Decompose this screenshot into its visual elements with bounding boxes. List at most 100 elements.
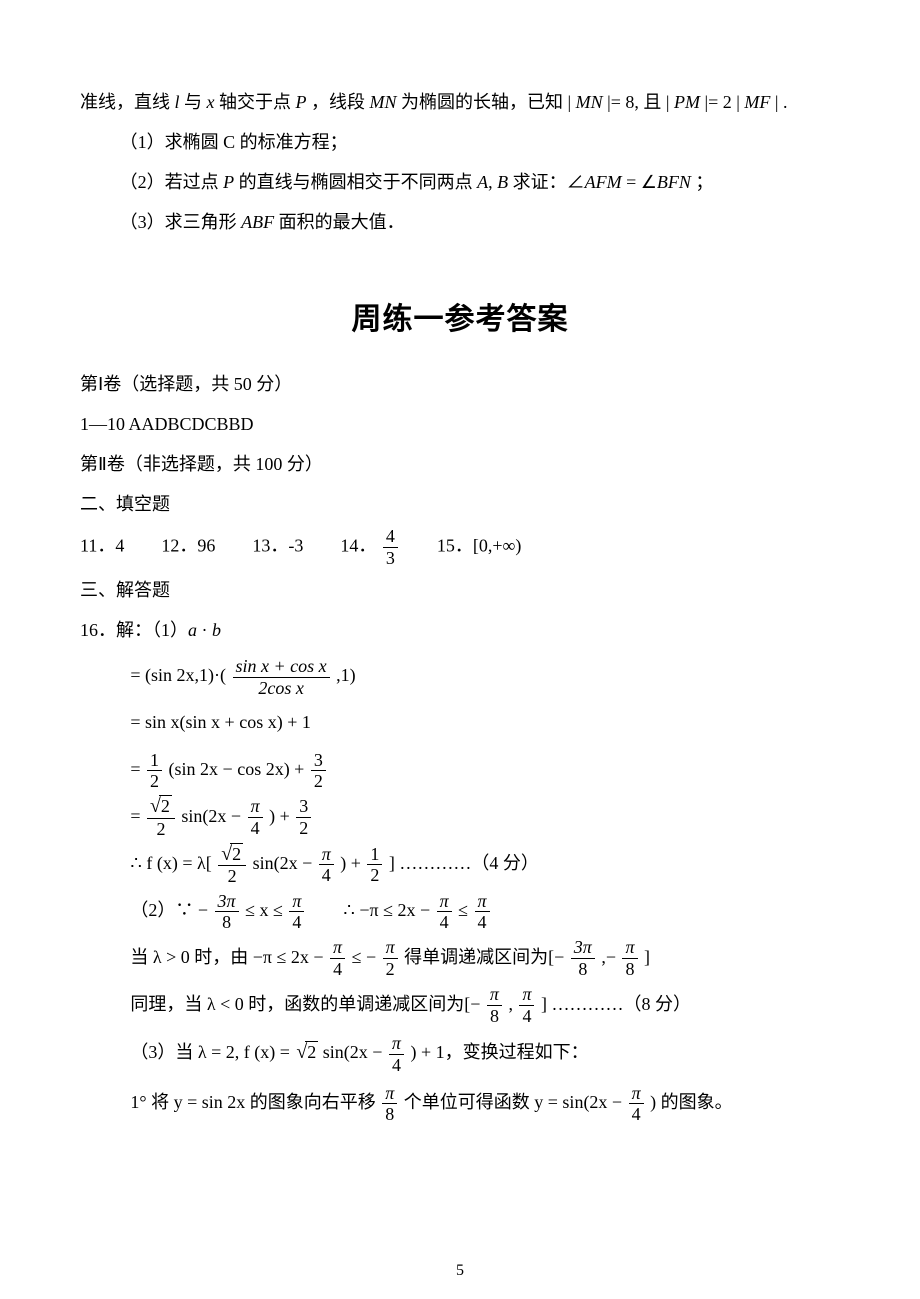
p2l-mid: ≤ − bbox=[352, 947, 381, 967]
p2-n2: π bbox=[289, 891, 304, 913]
p2n-end: ] …………（8 分） bbox=[541, 994, 691, 1014]
q16-s3-d1: 2 bbox=[147, 771, 162, 792]
page-number: 5 bbox=[0, 1255, 920, 1287]
q14-label: 14． bbox=[340, 535, 376, 555]
problem-sub2: （2）若过点 P 的直线与椭圆相交于不同两点 A, B 求证：∠AFM = ∠B… bbox=[80, 164, 840, 200]
q16-s5-n3: 1 bbox=[367, 844, 382, 866]
p2n-d2: 4 bbox=[519, 1006, 534, 1027]
q16-s5-n2: π bbox=[319, 844, 334, 866]
p2-d1: 8 bbox=[215, 912, 239, 933]
q16-s4-d2: 4 bbox=[248, 818, 263, 839]
p2l-end: ] bbox=[644, 947, 650, 967]
q16-s5-mid: sin(2x − bbox=[253, 853, 317, 873]
q16-s5-d1: 2 bbox=[218, 866, 246, 887]
p3-n: π bbox=[389, 1033, 404, 1055]
p31-d1: 8 bbox=[382, 1104, 397, 1125]
q16-step5: ∴ f (x) = λ[ √22 sin(2x − π4 ) + 12 ] ……… bbox=[80, 840, 840, 887]
q16-s1-suf: ,1) bbox=[336, 665, 356, 685]
q16-s3-n2: 3 bbox=[311, 750, 326, 772]
q16-s1-den: 2cos x bbox=[233, 678, 330, 699]
part2-header: 第Ⅱ卷（非选择题，共 100 分） bbox=[80, 446, 840, 482]
problem-sub3: （3）求三角形 ABF 面积的最大值． bbox=[80, 204, 840, 240]
q16-part3-line2: 1° 将 y = sin 2x 的图象向右平移 π8 个单位可得函数 y = s… bbox=[80, 1079, 840, 1126]
p31-pre: 1° 将 y = sin 2x 的图象向右平移 bbox=[130, 1092, 380, 1112]
p2n-n2: π bbox=[519, 984, 534, 1006]
p2l-n1: π bbox=[330, 937, 345, 959]
q16-s4-n3: 3 bbox=[296, 796, 311, 818]
p2l-n3: 3π bbox=[571, 937, 595, 959]
q12-label: 12． bbox=[161, 535, 197, 555]
problem-sub1: （1）求椭圆 C 的标准方程； bbox=[80, 124, 840, 160]
q16-head: 16．解：（1）a · b bbox=[80, 612, 840, 648]
p2l-n2: π bbox=[383, 937, 398, 959]
p2-pre: （2）∵ − bbox=[130, 900, 212, 920]
blank-answers: 11．4 12．96 13．-3 14． 43 15．[0,+∞) bbox=[80, 526, 840, 568]
p31-n1: π bbox=[382, 1083, 397, 1105]
q16-s4-mid: sin(2x − bbox=[181, 806, 245, 826]
q16-s5-end: ] …………（4 分） bbox=[389, 853, 539, 873]
p31-d2: 4 bbox=[629, 1104, 644, 1125]
q16-s3-mid: (sin 2x − cos 2x) + bbox=[169, 759, 309, 779]
q16-s1-num: sin x + cos x bbox=[233, 656, 330, 678]
q16-step1: = (sin 2x,1)·( sin x + cos x2cos x ,1) bbox=[80, 652, 840, 699]
q16-s3-pre: = bbox=[130, 759, 145, 779]
q14-frac: 43 bbox=[383, 526, 398, 568]
q16-step3: = 12 (sin 2x − cos 2x) + 32 bbox=[80, 746, 840, 793]
q13-label: 13． bbox=[252, 535, 288, 555]
p2-n3: π bbox=[437, 891, 452, 913]
p2l-d3: 8 bbox=[571, 959, 595, 980]
p2l-mid3: ,− bbox=[601, 947, 620, 967]
q13-ans: -3 bbox=[288, 535, 303, 555]
part1-header: 第Ⅰ卷（选择题，共 50 分） bbox=[80, 366, 840, 402]
p31-end: ) 的图象。 bbox=[650, 1092, 733, 1112]
p3-sqrt: 2 bbox=[305, 1041, 318, 1062]
p2n-pre: 同理，当 λ < 0 时，函数的单调递减区间为[− bbox=[130, 994, 485, 1014]
choice-answers: 1—10 AADBCDCBBD bbox=[80, 406, 840, 442]
solutions-header: 三、解答题 bbox=[80, 572, 840, 608]
p3-pre: （3）当 λ = 2, f (x) = bbox=[130, 1042, 294, 1062]
p2l-d1: 4 bbox=[330, 959, 345, 980]
p2n-mid: , bbox=[508, 994, 517, 1014]
q16-s4-n2: π bbox=[248, 796, 263, 818]
q16-part2-line3: 同理，当 λ < 0 时，函数的单调递减区间为[− π8 , π4 ] …………… bbox=[80, 981, 840, 1028]
p2l-d4: 8 bbox=[622, 959, 637, 980]
p2l-d2: 2 bbox=[383, 959, 398, 980]
q16-s4-mid2: ) + bbox=[269, 806, 294, 826]
q16-step2: = sin x(sin x + cos x) + 1 bbox=[80, 699, 840, 746]
p2l-n4: π bbox=[622, 937, 637, 959]
p3-mid: sin(2x − bbox=[323, 1042, 387, 1062]
q16-s5-sqrt: 2 bbox=[230, 843, 243, 864]
p3-d: 4 bbox=[389, 1055, 404, 1076]
q15-label: 15． bbox=[437, 535, 473, 555]
problem-intro: 准线，直线 l 与 x 轴交于点 P ，线段 MN 为椭圆的长轴，已知 | MN… bbox=[80, 84, 840, 120]
p2-d4: 4 bbox=[475, 912, 490, 933]
blanks-header: 二、填空题 bbox=[80, 486, 840, 522]
q16-s1-pre: = (sin 2x,1)·( bbox=[130, 665, 226, 685]
q16-s5-d3: 2 bbox=[367, 865, 382, 886]
answers-title: 周练一参考答案 bbox=[80, 290, 840, 350]
q16-s3-n1: 1 bbox=[147, 750, 162, 772]
p2-mid1: ≤ x ≤ bbox=[245, 900, 287, 920]
q16-s4-d1: 2 bbox=[147, 819, 175, 840]
p3-end: ) + 1，变换过程如下： bbox=[410, 1042, 588, 1062]
q12-ans: 96 bbox=[197, 535, 215, 555]
p2-n1: 3π bbox=[215, 891, 239, 913]
q16-s3-d2: 2 bbox=[311, 771, 326, 792]
q16-part2-line2: 当 λ > 0 时，由 −π ≤ 2x − π4 ≤ − π2 得单调递减区间为… bbox=[80, 934, 840, 981]
p2-d2: 4 bbox=[289, 912, 304, 933]
p2-d3: 4 bbox=[437, 912, 452, 933]
q16-s4-sqrt: 2 bbox=[159, 795, 172, 816]
p2l-mid2: 得单调递减区间为[− bbox=[404, 947, 569, 967]
q16-step4: = √22 sin(2x − π4 ) + 32 bbox=[80, 793, 840, 840]
q16-s5-mid2: ) + bbox=[340, 853, 365, 873]
q15-ans: [0,+∞) bbox=[473, 535, 521, 555]
p2-n4: π bbox=[475, 891, 490, 913]
p31-n2: π bbox=[629, 1083, 644, 1105]
p31-mid: 个单位可得函数 y = sin(2x − bbox=[404, 1092, 627, 1112]
q11-label: 11． bbox=[80, 535, 115, 555]
p2n-d1: 8 bbox=[487, 1006, 502, 1027]
p2-mid2: ≤ bbox=[458, 900, 472, 920]
q16-s4-pre: = bbox=[130, 806, 145, 826]
q16-s4-d3: 2 bbox=[296, 818, 311, 839]
p2n-n1: π bbox=[487, 984, 502, 1006]
